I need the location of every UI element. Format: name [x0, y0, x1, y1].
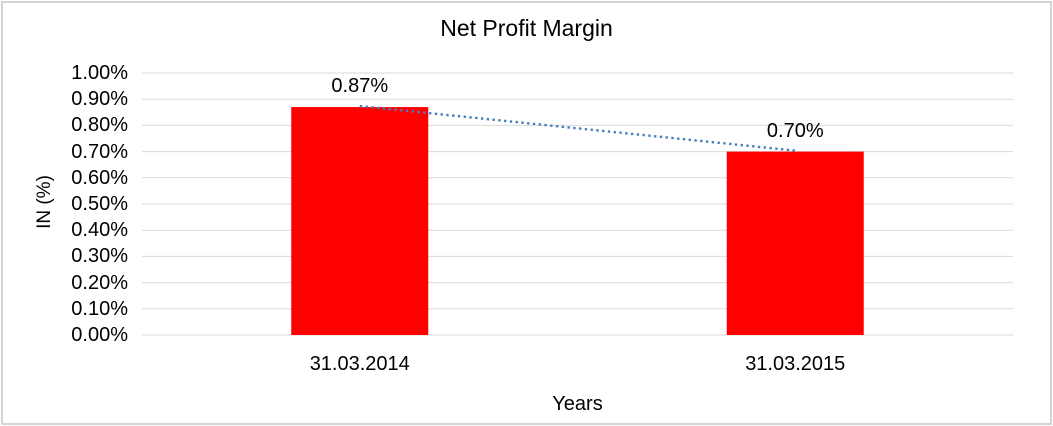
- y-tick-label: 0.30%: [71, 245, 128, 268]
- x-category-label: 31.03.2014: [309, 353, 410, 375]
- y-tick-label: 0.70%: [71, 140, 128, 163]
- bar-31.03.2014: [291, 107, 429, 335]
- bar-31.03.2015: [726, 151, 864, 335]
- x-axis-title: Years: [552, 393, 603, 415]
- bar-data-label: 0.87%: [331, 75, 389, 98]
- y-tick-label: 0.90%: [71, 88, 128, 111]
- y-tick-label: 0.40%: [71, 219, 128, 242]
- y-tick-label: 0.60%: [71, 166, 128, 189]
- y-tick-label: 0.00%: [71, 324, 128, 346]
- x-category-label: 31.03.2015: [745, 353, 846, 375]
- y-tick-label: 0.20%: [71, 271, 128, 294]
- y-tick-label: 0.80%: [71, 114, 128, 137]
- y-tick-label: 0.10%: [71, 297, 128, 320]
- chart-title: Net Profit Margin: [440, 15, 613, 41]
- y-tick-label: 0.50%: [71, 193, 128, 215]
- bar-data-label: 0.70%: [766, 119, 824, 142]
- y-tick-label: 1.00%: [71, 62, 128, 84]
